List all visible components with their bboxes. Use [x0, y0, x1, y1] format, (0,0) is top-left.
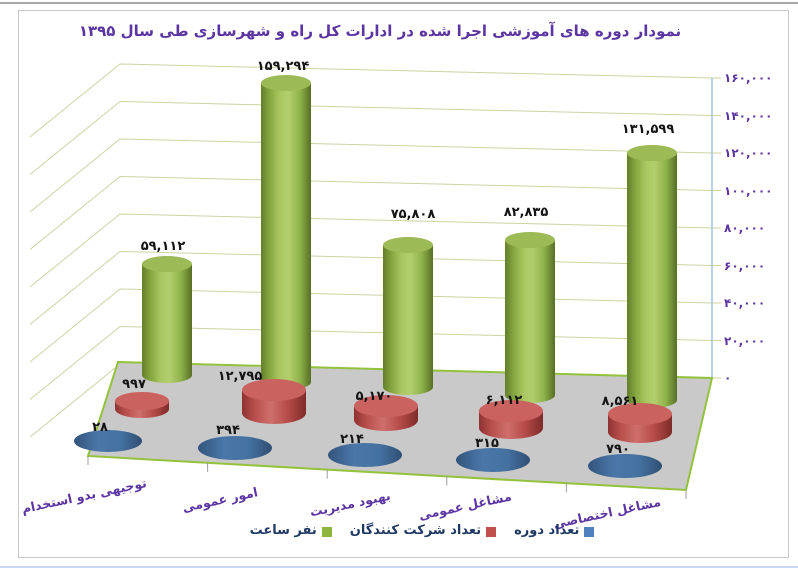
value-label-courses-cat5: ۷۹۰	[606, 442, 630, 457]
y-tick-label-40k: ۴۰,۰۰۰	[724, 296, 765, 310]
y-tick-label-140k: ۱۴۰,۰۰۰	[724, 109, 773, 123]
bar-courses-cat3	[328, 443, 402, 467]
legend-swatch-green-icon	[321, 526, 332, 537]
bar-person-hours-cat4	[505, 232, 555, 403]
y-tick-label-120k: ۱۲۰,۰۰۰	[724, 146, 773, 160]
value-label-person-hours-cat4: ۸۲,۸۳۵	[504, 205, 549, 220]
category-label-cat3: بهبود مدیریت	[308, 488, 391, 520]
category-label-cat1: توجیهی بدو استخدام	[20, 475, 148, 517]
page-top-rule	[0, 2, 798, 4]
value-label-participants-cat2: ۱۲,۷۹۵	[218, 369, 263, 384]
value-label-person-hours-cat3: ۷۵,۸۰۸	[391, 207, 436, 222]
legend-item-participants: تعداد شرکت کنندگان	[349, 523, 497, 538]
legend-label-person-hours: نفر ساعت	[249, 523, 317, 538]
y-tick-label-60k: ۶۰,۰۰۰	[724, 259, 765, 273]
legend-swatch-blue-icon	[584, 526, 595, 537]
legend-label-participants: تعداد شرکت کنندگان	[349, 523, 482, 538]
legend-item-person-hours: نفر ساعت	[250, 523, 332, 538]
value-label-participants-cat3: ۵,۱۷۰	[356, 389, 393, 404]
legend-label-courses: تعداد دوره	[514, 523, 580, 538]
legend-item-courses: تعداد دوره	[514, 523, 595, 538]
y-tick-label-20k: ۲۰,۰۰۰	[724, 334, 765, 348]
category-label-cat2: امور عمومی	[181, 484, 259, 515]
page-bottom-rule	[0, 566, 798, 568]
value-label-courses-cat3: ۲۱۴	[340, 432, 364, 447]
bar-participants-cat5	[608, 403, 672, 443]
value-label-person-hours-cat1: ۵۹,۱۱۲	[141, 239, 186, 254]
bar-courses-cat4	[456, 448, 530, 472]
bar-courses-cat2	[198, 436, 272, 460]
y-tick-label-0: ۰	[724, 371, 731, 385]
bar-participants-cat4	[479, 400, 543, 439]
bar-courses-cat1	[74, 430, 142, 452]
value-label-courses-cat4: ۳۱۵	[475, 436, 499, 451]
y-tick-label-100k: ۱۰۰,۰۰۰	[724, 184, 773, 198]
bar-courses-cat5	[588, 454, 662, 478]
chart-title: نمودار دوره های آموزشی اجرا شده در ادارا…	[78, 22, 682, 40]
bar-person-hours-cat5	[627, 145, 677, 408]
bar-person-hours-cat3	[383, 237, 433, 395]
bar-person-hours-cat1	[142, 256, 192, 383]
value-label-person-hours-cat2: ۱۵۹,۲۹۴	[257, 59, 310, 74]
bar-participants-cat3	[354, 395, 418, 431]
y-tick-label-160k: ۱۶۰,۰۰۰	[724, 71, 773, 85]
value-label-participants-cat5: ۸,۵۶۱	[602, 394, 639, 409]
value-label-participants-cat4: ۶,۱۱۲	[486, 393, 523, 408]
bar-person-hours-cat2	[261, 75, 311, 390]
category-axis-ticks	[87, 456, 687, 499]
value-label-participants-cat1: ۹۹۷	[122, 377, 146, 392]
value-label-person-hours-cat5: ۱۳۱,۵۹۹	[622, 122, 675, 137]
bar-participants-cat1	[115, 392, 169, 418]
value-label-courses-cat1: ۲۸	[92, 420, 108, 435]
bar-participants-cat2	[242, 379, 306, 424]
y-tick-label-80k: ۸۰,۰۰۰	[724, 221, 765, 235]
legend-swatch-red-icon	[486, 526, 497, 537]
category-label-cat4: مشاغل عمومی	[417, 488, 512, 522]
y-axis-ticks	[712, 77, 721, 379]
value-label-courses-cat2: ۳۹۴	[216, 423, 240, 438]
chart-legend: نفر ساعت تعداد شرکت کنندگان تعداد دوره	[23, 523, 798, 538]
